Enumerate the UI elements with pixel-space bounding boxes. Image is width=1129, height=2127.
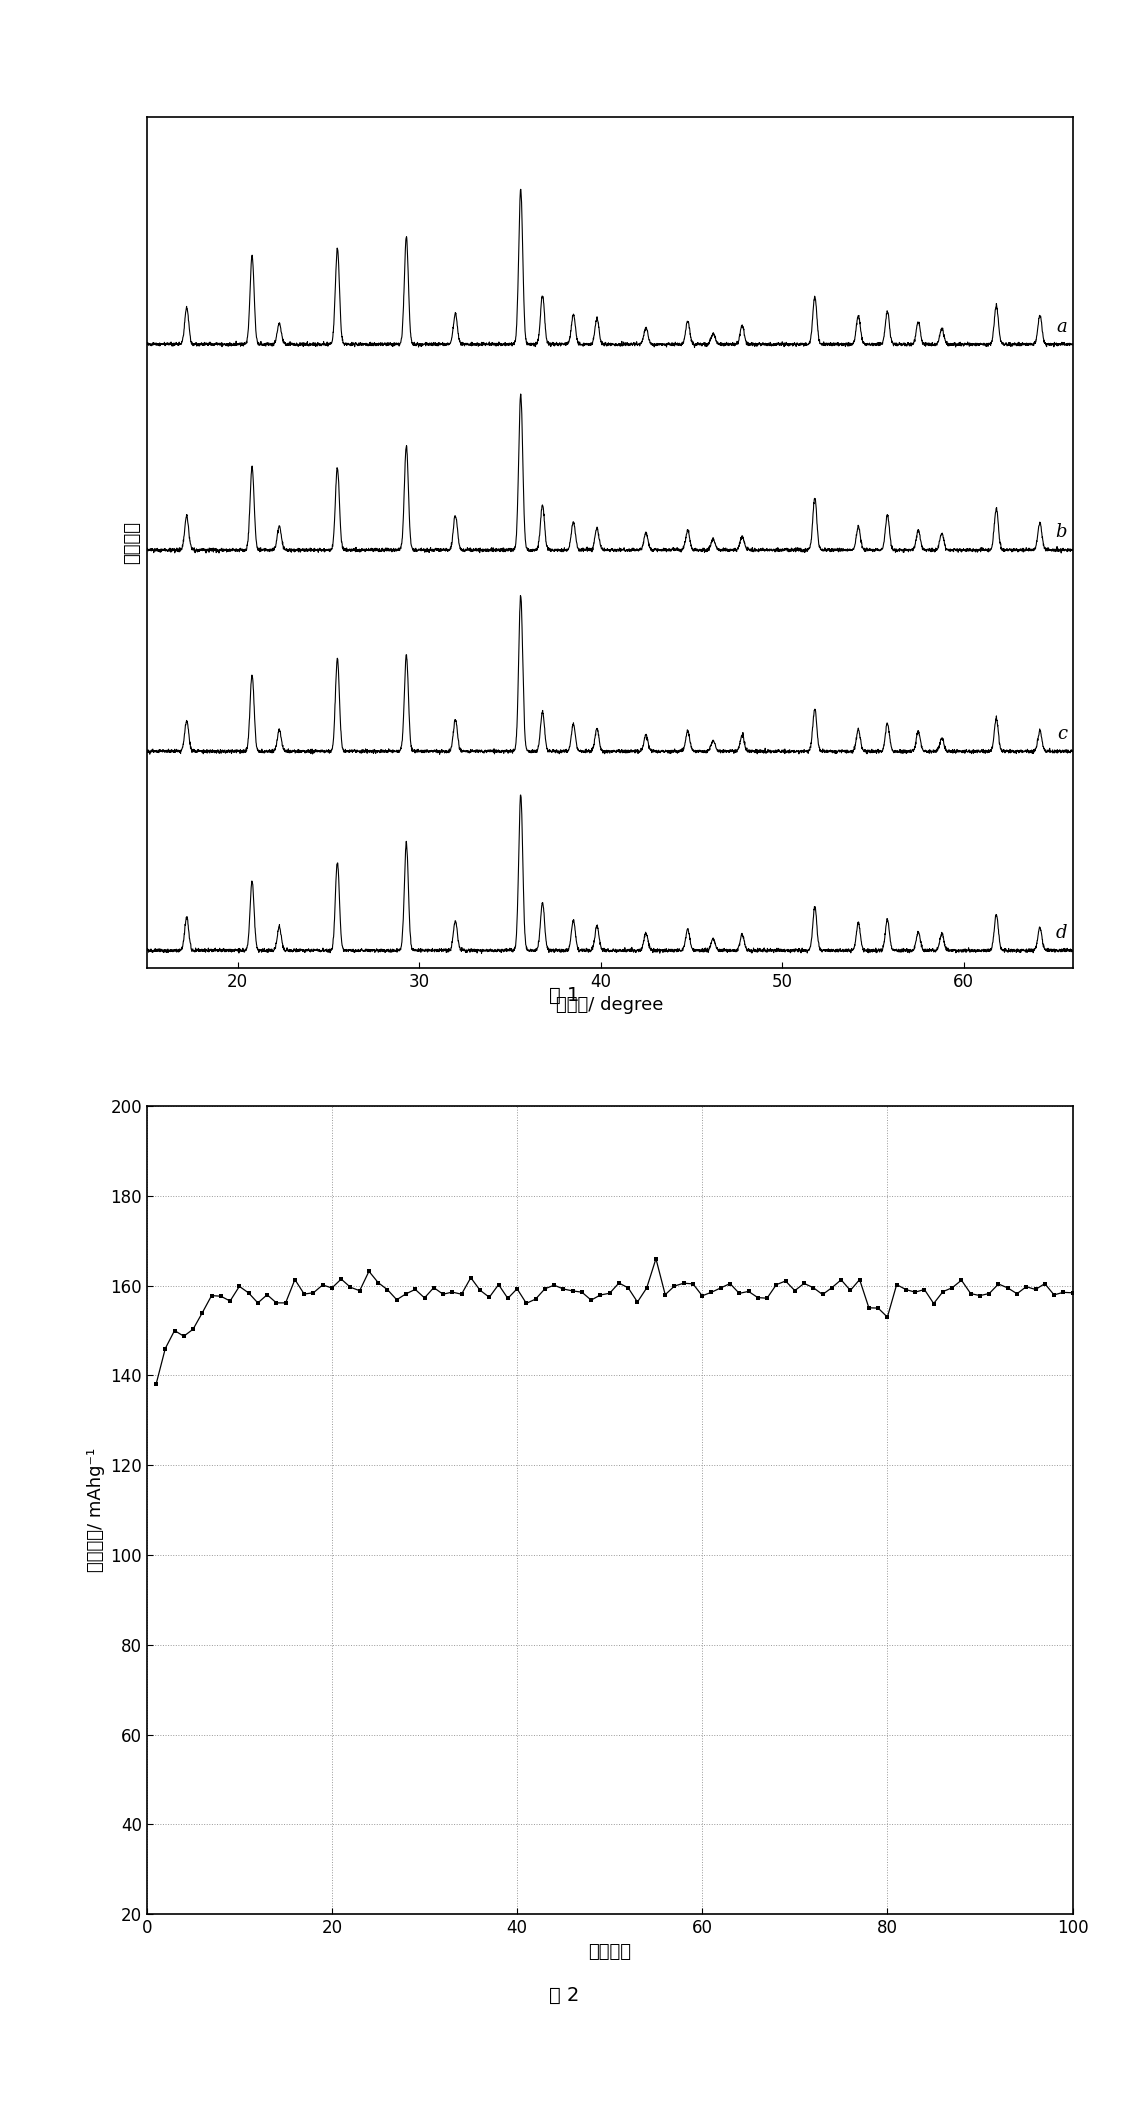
Text: d: d <box>1056 923 1067 942</box>
Y-axis label: 衍射强度: 衍射强度 <box>123 521 141 564</box>
Text: a: a <box>1057 317 1067 336</box>
X-axis label: 衍射角/ degree: 衍射角/ degree <box>555 995 664 1015</box>
Y-axis label: 放电容量/ mAhg⁻¹: 放电容量/ mAhg⁻¹ <box>87 1448 105 1572</box>
Text: 图 1: 图 1 <box>550 987 579 1004</box>
Text: c: c <box>1057 725 1067 742</box>
Text: 图 2: 图 2 <box>550 1987 579 2004</box>
X-axis label: 循环次数: 循环次数 <box>588 1942 631 1961</box>
Text: b: b <box>1056 523 1067 540</box>
